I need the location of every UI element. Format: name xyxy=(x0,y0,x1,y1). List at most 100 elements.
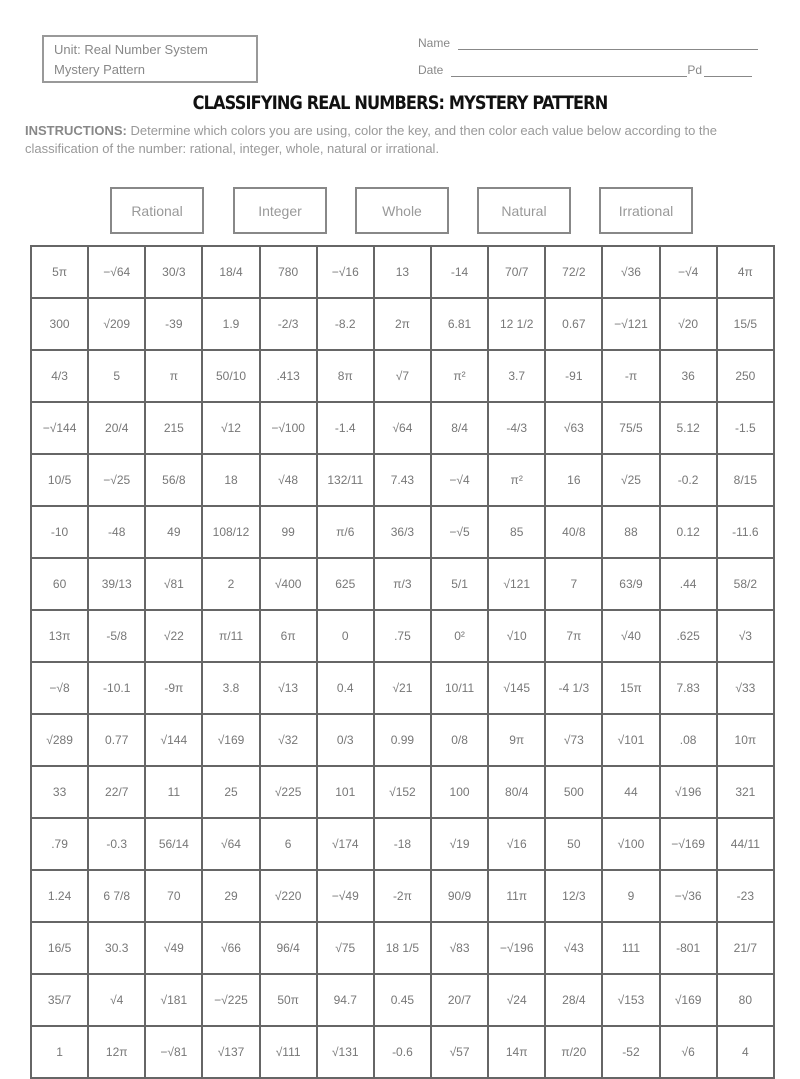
grid-cell[interactable]: 15/5 xyxy=(715,297,776,351)
grid-cell[interactable]: 13 xyxy=(372,245,432,299)
grid-cell[interactable]: 2 xyxy=(201,557,261,611)
grid-cell[interactable]: 16/5 xyxy=(29,921,90,975)
grid-cell[interactable]: 50/10 xyxy=(201,349,261,403)
grid-cell[interactable]: 96/4 xyxy=(258,921,318,975)
grid-cell[interactable]: 80/4 xyxy=(487,765,547,819)
grid-cell[interactable]: √57 xyxy=(429,1025,490,1079)
grid-cell[interactable]: 500 xyxy=(544,765,604,819)
grid-cell[interactable]: -48 xyxy=(87,505,147,559)
grid-cell[interactable]: 132/11 xyxy=(315,453,375,507)
key-rational[interactable]: Rational xyxy=(110,187,204,234)
grid-cell[interactable]: √131 xyxy=(315,1025,375,1079)
grid-cell[interactable]: 75/5 xyxy=(601,401,661,455)
grid-cell[interactable]: √181 xyxy=(144,973,204,1027)
grid-cell[interactable]: 0.67 xyxy=(544,297,604,351)
grid-cell[interactable]: 14π xyxy=(487,1025,547,1079)
grid-cell[interactable]: 7π xyxy=(544,609,604,663)
grid-cell[interactable]: π² xyxy=(429,349,490,403)
grid-cell[interactable]: 29 xyxy=(201,869,261,923)
grid-cell[interactable]: -91 xyxy=(544,349,604,403)
grid-cell[interactable]: 15π xyxy=(601,661,661,715)
grid-cell[interactable]: 50 xyxy=(544,817,604,871)
grid-cell[interactable]: π/3 xyxy=(372,557,432,611)
grid-cell[interactable]: 8/4 xyxy=(429,401,490,455)
grid-cell[interactable]: 0/3 xyxy=(315,713,375,767)
grid-cell[interactable]: 85 xyxy=(487,505,547,559)
grid-cell[interactable]: -4 1/3 xyxy=(544,661,604,715)
grid-cell[interactable]: √64 xyxy=(201,817,261,871)
grid-cell[interactable]: √100 xyxy=(601,817,661,871)
grid-cell[interactable]: √137 xyxy=(201,1025,261,1079)
grid-cell[interactable]: .625 xyxy=(658,609,718,663)
grid-cell[interactable]: √121 xyxy=(487,557,547,611)
grid-cell[interactable]: √48 xyxy=(258,453,318,507)
grid-cell[interactable]: 99 xyxy=(258,505,318,559)
grid-cell[interactable]: π/6 xyxy=(315,505,375,559)
grid-cell[interactable]: √10 xyxy=(487,609,547,663)
grid-cell[interactable]: √73 xyxy=(544,713,604,767)
grid-cell[interactable]: 70 xyxy=(144,869,204,923)
grid-cell[interactable]: 90/9 xyxy=(429,869,490,923)
grid-cell[interactable]: √43 xyxy=(544,921,604,975)
grid-cell[interactable]: √83 xyxy=(429,921,490,975)
grid-cell[interactable]: √220 xyxy=(258,869,318,923)
grid-cell[interactable]: −√4 xyxy=(658,245,718,299)
grid-cell[interactable]: 70/7 xyxy=(487,245,547,299)
grid-cell[interactable]: 10/11 xyxy=(429,661,490,715)
grid-cell[interactable]: √13 xyxy=(258,661,318,715)
grid-cell[interactable]: √174 xyxy=(315,817,375,871)
grid-cell[interactable]: -2π xyxy=(372,869,432,923)
grid-cell[interactable]: 7.83 xyxy=(658,661,718,715)
grid-cell[interactable]: 5/1 xyxy=(429,557,490,611)
grid-cell[interactable]: 20/7 xyxy=(429,973,490,1027)
date-line[interactable] xyxy=(451,62,688,77)
grid-cell[interactable]: .413 xyxy=(258,349,318,403)
grid-cell[interactable]: .75 xyxy=(372,609,432,663)
grid-cell[interactable]: 7 xyxy=(544,557,604,611)
grid-cell[interactable]: 7.43 xyxy=(372,453,432,507)
grid-cell[interactable]: 28/4 xyxy=(544,973,604,1027)
grid-cell[interactable]: 25 xyxy=(201,765,261,819)
grid-cell[interactable]: −√225 xyxy=(201,973,261,1027)
grid-cell[interactable]: 111 xyxy=(601,921,661,975)
grid-cell[interactable]: 94.7 xyxy=(315,973,375,1027)
grid-cell[interactable]: −√36 xyxy=(658,869,718,923)
grid-cell[interactable]: 56/8 xyxy=(144,453,204,507)
grid-cell[interactable]: 8π xyxy=(315,349,375,403)
grid-cell[interactable]: √3 xyxy=(715,609,776,663)
grid-cell[interactable]: 44/11 xyxy=(715,817,776,871)
grid-cell[interactable]: √40 xyxy=(601,609,661,663)
grid-cell[interactable]: -0.3 xyxy=(87,817,147,871)
grid-cell[interactable]: 11π xyxy=(487,869,547,923)
grid-cell[interactable]: √289 xyxy=(29,713,90,767)
grid-cell[interactable]: 30/3 xyxy=(144,245,204,299)
grid-cell[interactable]: 0.4 xyxy=(315,661,375,715)
grid-cell[interactable]: 6 7/8 xyxy=(87,869,147,923)
grid-cell[interactable]: √225 xyxy=(258,765,318,819)
grid-cell[interactable]: -5/8 xyxy=(87,609,147,663)
grid-cell[interactable]: 35/7 xyxy=(29,973,90,1027)
grid-cell[interactable]: √144 xyxy=(144,713,204,767)
grid-cell[interactable]: √33 xyxy=(715,661,776,715)
grid-cell[interactable]: 0.45 xyxy=(372,973,432,1027)
grid-cell[interactable]: -10.1 xyxy=(87,661,147,715)
grid-cell[interactable]: −√5 xyxy=(429,505,490,559)
grid-cell[interactable]: 1.9 xyxy=(201,297,261,351)
grid-cell[interactable]: 321 xyxy=(715,765,776,819)
grid-cell[interactable]: 250 xyxy=(715,349,776,403)
grid-cell[interactable]: -0.6 xyxy=(372,1025,432,1079)
grid-cell[interactable]: 4π xyxy=(715,245,776,299)
grid-cell[interactable]: √81 xyxy=(144,557,204,611)
grid-cell[interactable]: 20/4 xyxy=(87,401,147,455)
grid-cell[interactable]: 63/9 xyxy=(601,557,661,611)
grid-cell[interactable]: 36 xyxy=(658,349,718,403)
grid-cell[interactable]: 108/12 xyxy=(201,505,261,559)
grid-cell[interactable]: 16 xyxy=(544,453,604,507)
grid-cell[interactable]: √169 xyxy=(658,973,718,1027)
grid-cell[interactable]: 3.8 xyxy=(201,661,261,715)
grid-cell[interactable]: 0² xyxy=(429,609,490,663)
key-natural[interactable]: Natural xyxy=(477,187,571,234)
grid-cell[interactable]: 9π xyxy=(487,713,547,767)
grid-cell[interactable]: 22/7 xyxy=(87,765,147,819)
name-line[interactable] xyxy=(458,35,759,50)
